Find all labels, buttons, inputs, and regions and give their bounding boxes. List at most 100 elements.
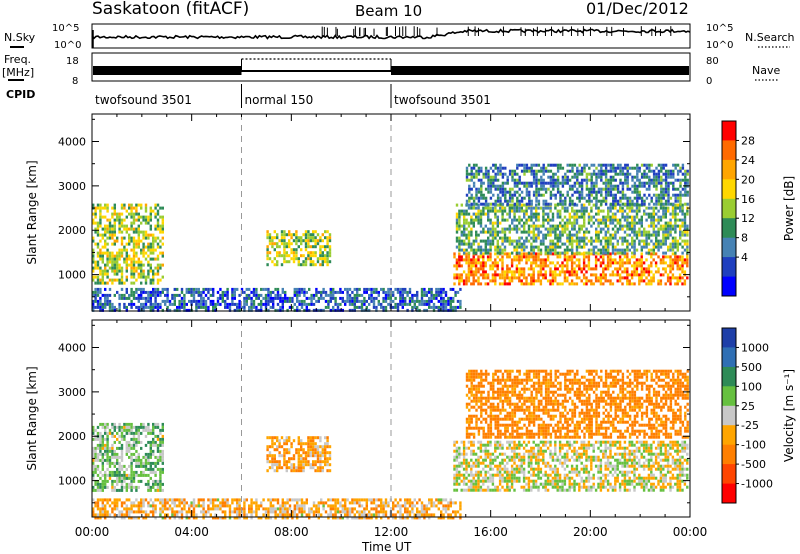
data-cell: [156, 212, 160, 216]
data-cell: [587, 221, 591, 225]
data-cell: [609, 169, 613, 173]
data-cell: [154, 302, 157, 306]
data-cell: [288, 466, 291, 470]
data-cell: [525, 163, 529, 167]
data-cell: [542, 187, 545, 191]
data-cell: [149, 299, 152, 303]
data-cell: [304, 239, 308, 243]
data-cell: [527, 215, 531, 219]
data-cell: [123, 473, 126, 477]
data-cell: [578, 242, 581, 246]
data-cell: [660, 166, 663, 170]
data-cell: [659, 261, 663, 265]
data-cell: [511, 239, 514, 243]
data-cell: [566, 175, 569, 179]
data-cell: [113, 470, 116, 474]
data-cell: [291, 296, 294, 300]
data-cell: [676, 212, 679, 216]
data-cell: [137, 452, 140, 456]
data-cell: [183, 501, 186, 505]
data-cell: [120, 269, 124, 273]
data-cell: [130, 290, 133, 294]
data-cell: [159, 479, 162, 483]
data-cell: [604, 199, 608, 203]
data-cell: [523, 169, 526, 173]
data-cell: [94, 221, 97, 225]
data-cell: [544, 261, 547, 265]
data-cell: [491, 230, 495, 234]
colorbar-segment: [722, 218, 736, 239]
data-cell: [674, 227, 677, 231]
data-cell: [635, 267, 639, 271]
data-cell: [96, 431, 100, 435]
data-cell: [621, 248, 624, 252]
data-cell: [209, 302, 212, 306]
data-cell: [664, 172, 668, 176]
data-cell: [487, 251, 490, 255]
data-cell: [120, 221, 124, 225]
data-cell: [94, 212, 97, 216]
data-cell: [435, 296, 438, 300]
data-cell: [528, 184, 531, 188]
data-cell: [327, 293, 330, 297]
data-cell: [123, 245, 126, 249]
data-cell: [549, 175, 553, 179]
data-cell: [549, 163, 553, 167]
data-cell: [125, 248, 128, 252]
data-cell: [580, 169, 584, 173]
data-cell: [455, 245, 459, 249]
data-cell: [460, 255, 463, 259]
data-cell: [147, 425, 150, 429]
data-cell: [125, 498, 128, 502]
data-cell: [248, 308, 251, 312]
data-cell: [300, 466, 303, 470]
data-cell: [679, 236, 682, 240]
data-cell: [116, 501, 119, 505]
data-cell: [578, 224, 581, 228]
data-cell: [487, 236, 490, 240]
data-cell: [140, 239, 143, 243]
data-cell: [128, 425, 131, 429]
data-cell: [542, 181, 545, 185]
data-cell: [571, 163, 574, 167]
data-cell: [152, 507, 155, 511]
data-cell: [406, 290, 409, 294]
data-cell: [539, 261, 543, 265]
data-cell: [621, 193, 625, 197]
data-cell: [659, 282, 663, 286]
data-cell: [324, 436, 327, 440]
data-cell: [96, 278, 100, 282]
data-cell: [573, 221, 576, 225]
data-cell: [314, 236, 317, 240]
data-cell: [530, 169, 533, 173]
data-cell: [611, 233, 615, 237]
data-cell: [575, 248, 579, 252]
data-cell: [113, 498, 116, 502]
data-cell: [535, 215, 538, 219]
data-cell: [679, 190, 682, 194]
data-cell: [571, 202, 574, 206]
data-cell: [556, 178, 560, 182]
data-cell: [652, 169, 656, 173]
data-cell: [302, 469, 305, 473]
data-cell: [590, 187, 593, 191]
data-cell: [573, 255, 576, 259]
data-cell: [551, 245, 555, 249]
data-cell: [132, 473, 136, 477]
data-cell: [479, 267, 483, 271]
data-cell: [101, 464, 104, 468]
data-cell: [573, 190, 577, 194]
data-cell: [423, 293, 426, 297]
data-cell: [648, 163, 651, 167]
data-cell: [458, 264, 461, 268]
data-cell: [652, 258, 655, 262]
data-cell: [200, 293, 203, 297]
data-cell: [307, 257, 310, 261]
data-cell: [154, 473, 157, 477]
data-cell: [280, 254, 284, 258]
data-cell: [523, 221, 526, 225]
data-cell: [123, 224, 126, 228]
data-cell: [636, 199, 639, 203]
data-cell: [595, 166, 598, 170]
data-cell: [578, 264, 581, 268]
